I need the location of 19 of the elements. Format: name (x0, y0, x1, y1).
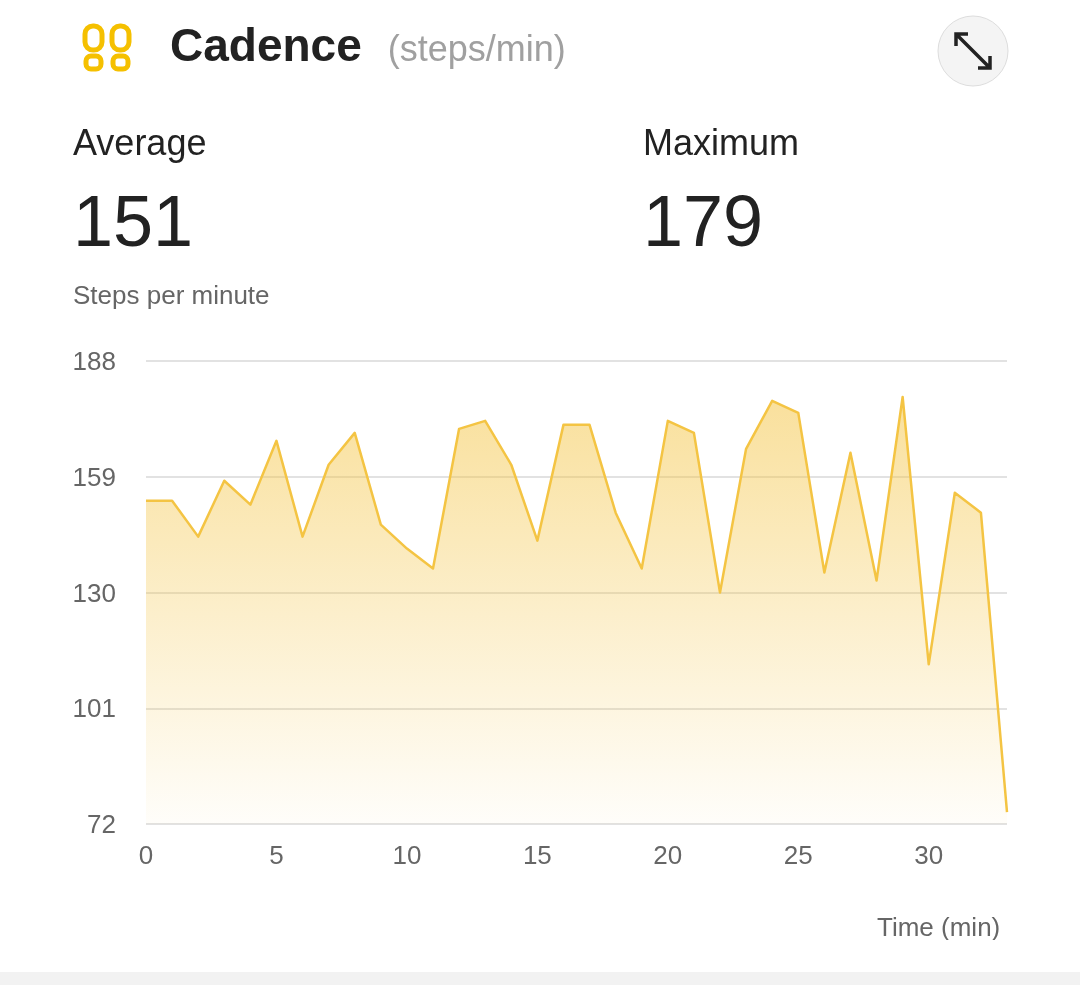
y-tick-label: 101 (72, 693, 116, 724)
x-tick-label: 0 (138, 840, 154, 870)
x-tick-label: 30 (914, 840, 944, 870)
text: 179 (643, 180, 764, 262)
y-tick-label: 130 (72, 577, 116, 608)
x-tick-label: 25 (783, 840, 813, 870)
text: Average (73, 122, 207, 164)
x-tick-label: 10 (392, 840, 422, 870)
y-tick-label: 72 (87, 809, 116, 839)
chart-subtitle: (steps/min) (387, 28, 566, 70)
chart-title: Cadence (170, 18, 362, 72)
x-tick-label: 5 (269, 840, 284, 870)
y-tick-label: 159 (72, 461, 116, 492)
text: 151 (73, 180, 194, 262)
text: Maximum (643, 122, 800, 164)
x-tick-label: 15 (522, 840, 552, 870)
y-tick-label: 188 (72, 346, 116, 376)
x-tick-label: 20 (653, 840, 683, 870)
y-axis-title: Steps per minute (73, 280, 270, 311)
